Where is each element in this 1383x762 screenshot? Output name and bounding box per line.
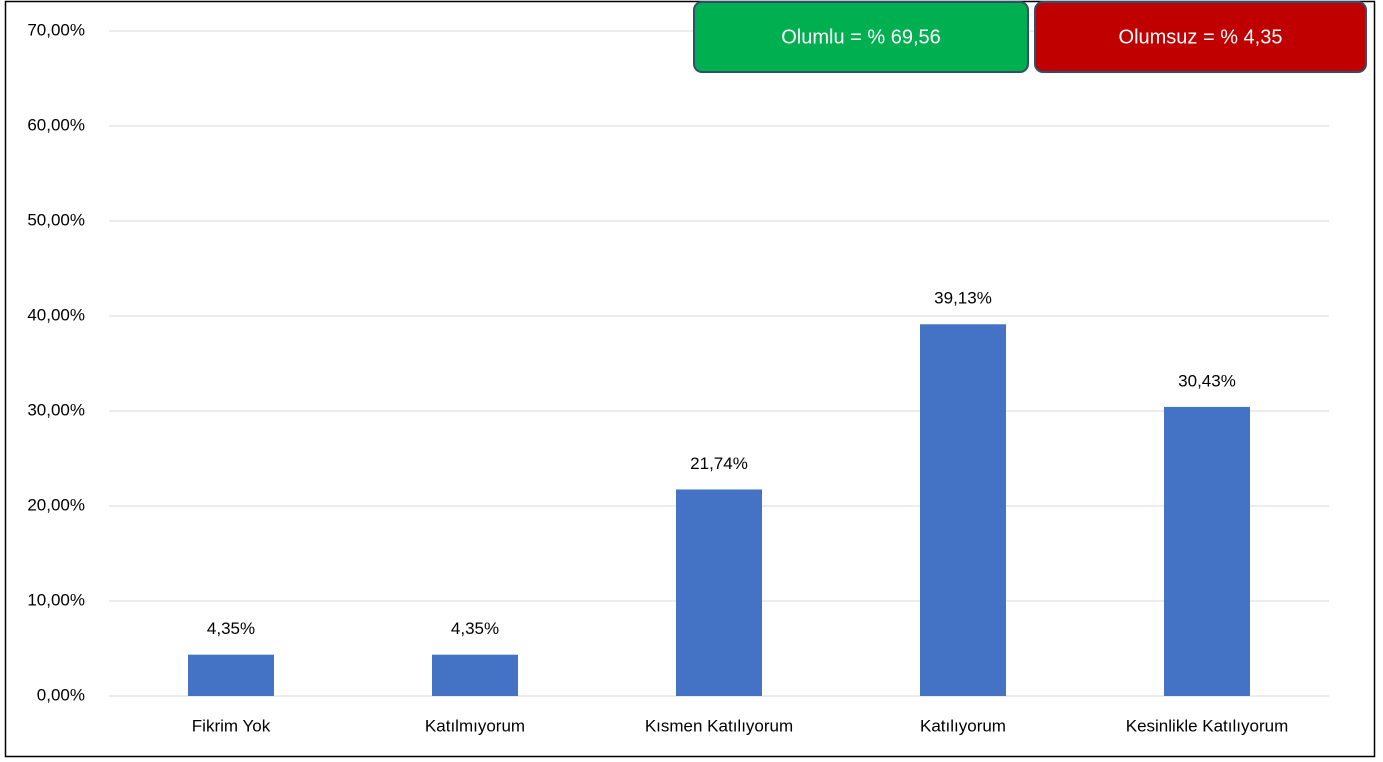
data-label: 39,13% bbox=[934, 289, 992, 308]
x-tick-label: Kesinlikle Katılıyorum bbox=[1126, 716, 1289, 735]
x-tick-label: Kısmen Katılıyorum bbox=[645, 716, 793, 735]
data-label: 4,35% bbox=[207, 619, 255, 638]
y-tick-label: 50,00% bbox=[27, 210, 85, 229]
y-tick-label: 20,00% bbox=[27, 495, 85, 514]
data-label: 30,43% bbox=[1178, 371, 1236, 390]
y-tick-label: 60,00% bbox=[27, 115, 85, 134]
annotation-text: Olumsuz = % 4,35 bbox=[1119, 26, 1283, 48]
y-tick-label: 10,00% bbox=[27, 590, 85, 609]
y-tick-label: 0,00% bbox=[37, 685, 85, 704]
data-label: 4,35% bbox=[451, 619, 499, 638]
x-tick-label: Katılmıyorum bbox=[425, 716, 525, 735]
y-tick-label: 40,00% bbox=[27, 305, 85, 324]
y-tick-label: 70,00% bbox=[27, 20, 85, 39]
x-tick-label: Fikrim Yok bbox=[192, 716, 271, 735]
bar bbox=[920, 324, 1006, 696]
annotation-box bbox=[693, 1, 1029, 73]
bar bbox=[1164, 406, 1250, 696]
annotation-text: Olumlu = % 69,56 bbox=[781, 26, 941, 48]
annotation-box bbox=[1034, 1, 1367, 73]
bar bbox=[432, 654, 518, 696]
y-tick-label: 30,00% bbox=[27, 400, 85, 419]
bar bbox=[188, 654, 274, 696]
bar bbox=[676, 489, 762, 696]
data-label: 21,74% bbox=[690, 454, 748, 473]
x-tick-label: Katılıyorum bbox=[920, 716, 1006, 735]
